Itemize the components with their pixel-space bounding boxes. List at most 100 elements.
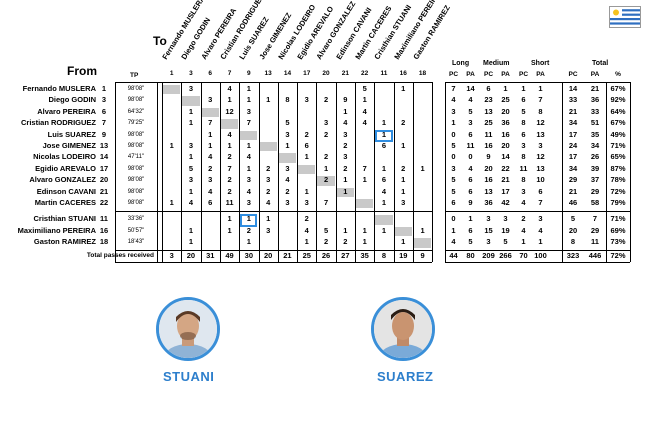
stats-cell: 6 [451, 198, 456, 207]
stats-subheader-pa: PA [466, 71, 475, 78]
total-received-cell: 49 [225, 250, 234, 260]
grid-line [239, 82, 241, 262]
row-player-name: Diego GODIN [48, 95, 96, 105]
pass-count-cell: 3 [285, 163, 290, 173]
self-cell [259, 142, 277, 152]
grid-line [157, 82, 158, 262]
total-received-cell: 30 [244, 250, 253, 260]
stuani-avatar [156, 297, 220, 361]
grid-line [181, 82, 183, 262]
row-player-name: Egidio AREVALO [35, 163, 96, 173]
pass-count-cell: 2 [323, 95, 329, 105]
stats-cell: 36 [590, 95, 600, 105]
suarez-caption: SUAREZ [377, 369, 434, 384]
row-player-number: 16 [99, 225, 109, 235]
stats-cell: 6 [486, 84, 491, 93]
total-received-cell: 8 [381, 250, 387, 260]
time-played: 98'08" [127, 188, 145, 195]
stats-cell: 0 [451, 214, 456, 224]
grid-line [606, 82, 607, 262]
grid-line [393, 82, 395, 262]
stats-cell: 16 [484, 141, 493, 150]
stats-cell: 33 [568, 95, 578, 105]
stats-cell: 20 [501, 106, 510, 116]
grid-line [316, 82, 318, 262]
time-played: 98'08" [127, 200, 145, 206]
self-cell [278, 153, 297, 163]
self-cell [375, 215, 393, 225]
stats-cell: 69% [610, 225, 626, 235]
self-cell [298, 164, 316, 175]
column-player-number: 7 [227, 70, 232, 77]
pass-count-cell: 3 [285, 129, 290, 139]
stats-cell: 67% [610, 84, 626, 93]
pass-count-cell: 7 [323, 198, 329, 207]
stats-cell: 14 [501, 152, 510, 162]
stats-subheader-pc: PC [568, 71, 578, 78]
stats-cell: 8 [570, 237, 576, 247]
stats-cell: 72% [610, 186, 626, 196]
pass-count-cell: 1 [401, 84, 406, 93]
pass-count-cell: 2 [323, 152, 329, 162]
pass-count-cell: 1 [362, 225, 367, 235]
stats-cell: 3 [538, 214, 543, 224]
time-played: 98'08" [127, 97, 145, 104]
stats-subheader-pa: PA [501, 71, 510, 78]
row-player-number: 9 [101, 129, 107, 139]
stats-cell: 21 [568, 106, 578, 116]
stats-cell: 5 [521, 106, 526, 116]
stats-cell: 7 [538, 198, 543, 207]
stats-cell: 35 [590, 129, 600, 139]
stats-cell: 20 [484, 163, 493, 173]
stats-cell: 5 [451, 186, 456, 196]
pass-count-cell: 2 [227, 186, 232, 196]
pass-count-cell: 1 [208, 141, 213, 150]
pass-count-cell: 1 [227, 225, 232, 235]
pass-count-cell: 1 [188, 186, 194, 196]
pass-count-cell: 7 [227, 163, 232, 173]
pass-count-cell: 1 [285, 141, 290, 150]
pass-count-cell: 3 [304, 95, 309, 105]
stats-cell: 1 [451, 118, 456, 128]
row-player-name: Jose GIMENEZ [42, 141, 96, 150]
stats-cell: 11 [519, 163, 528, 173]
pass-count-cell: 2 [208, 163, 213, 173]
pass-count-cell: 1 [266, 95, 271, 105]
pass-count-cell: 3 [323, 118, 329, 128]
pass-count-cell: 5 [285, 118, 290, 128]
stats-cell: 25 [501, 95, 510, 105]
total-received-cell: 19 [399, 250, 408, 260]
stats-cell: 87% [610, 163, 626, 173]
pass-count-cell: 3 [266, 175, 271, 185]
stats-cell: 4 [521, 198, 526, 207]
pass-count-cell: 5 [362, 84, 367, 93]
pass-count-cell: 1 [227, 141, 232, 150]
pass-count-cell: 4 [362, 106, 367, 116]
pass-count-cell: 4 [381, 186, 387, 196]
pass-count-cell: 1 [246, 214, 251, 224]
pass-count-cell: 1 [401, 141, 406, 150]
total-received-label: Total passes received [86, 251, 154, 259]
total-received-cell: 20 [263, 250, 273, 260]
grid-line [432, 82, 434, 262]
row-player-number: 3 [101, 95, 107, 105]
highlight-box [375, 129, 393, 142]
total-received-cell: 26 [321, 250, 331, 260]
stats-cell: 1 [468, 214, 473, 224]
self-cell [182, 96, 200, 106]
grid-line [115, 262, 433, 263]
pass-count-cell: 4 [208, 186, 213, 196]
stats-cell: 6 [521, 129, 526, 139]
stats-cell: 5 [570, 214, 576, 224]
stats-cell: 34 [568, 118, 578, 128]
stats-cell: 11 [591, 237, 599, 247]
column-player-number: 13 [264, 70, 272, 77]
pass-count-cell: 4 [246, 186, 251, 196]
stats-cell: 1 [451, 225, 456, 235]
stats-cell: 20 [568, 225, 578, 235]
row-player-number: 21 [99, 186, 109, 196]
row-player-name: Nicolas LODEIRO [33, 152, 96, 162]
pass-count-cell: 1 [304, 237, 309, 247]
total-stats-cell: 100 [534, 250, 547, 260]
pass-count-cell: 1 [188, 152, 194, 162]
